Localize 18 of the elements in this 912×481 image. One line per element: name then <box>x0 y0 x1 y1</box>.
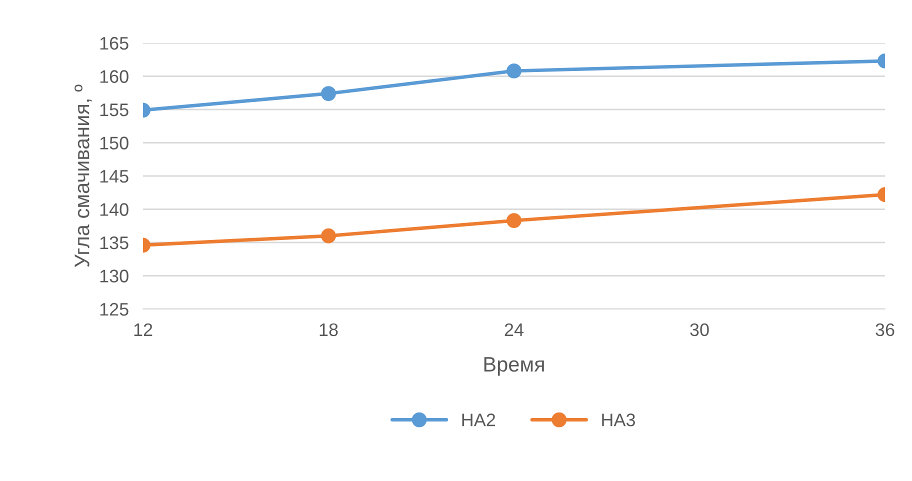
x-axis-title: Время <box>484 357 544 376</box>
y-axis-title: Угла смачивания, º <box>74 84 92 268</box>
x-tick-label: 12 <box>134 323 152 336</box>
y-tick-label: 165 <box>100 36 128 50</box>
x-tick-label: 30 <box>690 323 709 336</box>
y-tick-label: 125 <box>100 302 128 316</box>
y-tick-label: 160 <box>100 70 128 83</box>
legend-label: HA2 <box>462 414 496 426</box>
y-tick-label: 135 <box>100 236 128 250</box>
y-tick-label: 145 <box>100 170 128 183</box>
x-tick-label: 24 <box>504 323 524 336</box>
legend-label: HA3 <box>602 414 635 426</box>
x-tick-label: 36 <box>876 323 894 336</box>
y-tick-label: 155 <box>100 104 128 116</box>
y-tick-label: 140 <box>100 203 128 216</box>
y-tick-label: 150 <box>100 136 128 150</box>
x-tick-label: 18 <box>320 323 338 336</box>
y-tick-label: 130 <box>100 270 128 282</box>
